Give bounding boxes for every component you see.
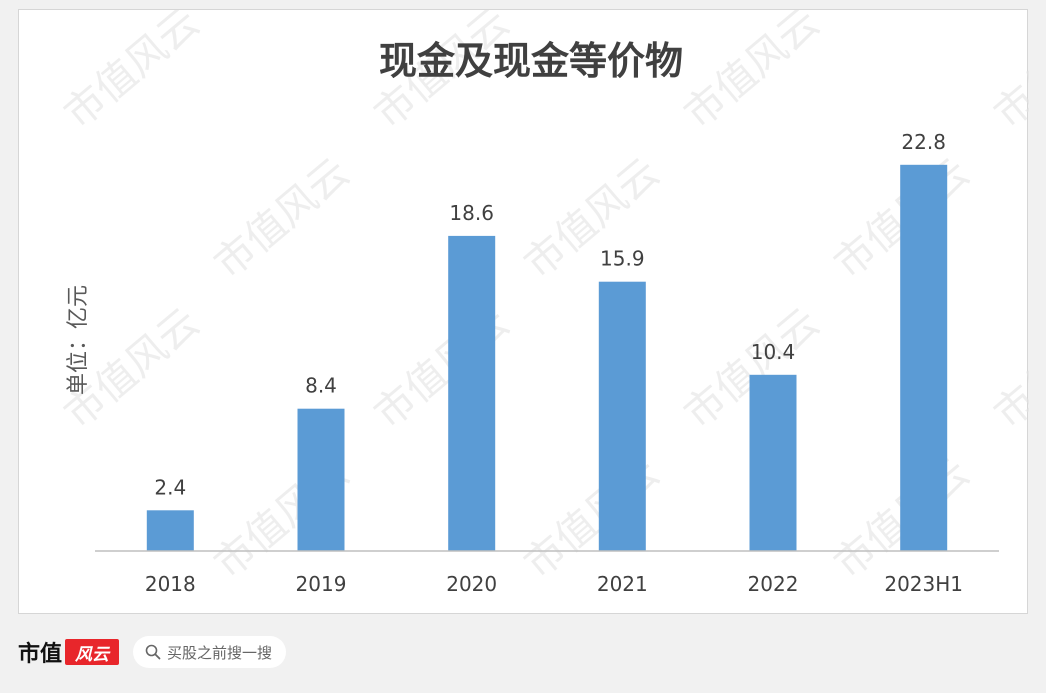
data-label-2018: 2.4 (154, 475, 186, 499)
data-label-2019: 8.4 (305, 374, 337, 398)
watermark-text: 市值风云 (206, 150, 358, 288)
bar-2020 (448, 235, 496, 551)
x-tick-2018: 2018 (145, 572, 196, 596)
watermark-text: 市值风云 (516, 150, 668, 288)
bar-2023H1 (900, 164, 948, 552)
x-tick-2022: 2022 (748, 572, 799, 596)
search-text: 买股之前搜一搜 (167, 643, 273, 662)
watermark-text: 市值风云 (676, 10, 828, 138)
y-axis-label: 单位：亿元 (66, 285, 91, 395)
search-icon (145, 644, 161, 660)
x-tick-2019: 2019 (296, 572, 347, 596)
bar-2022 (749, 374, 797, 551)
watermark-text: 市值风云 (986, 10, 1029, 138)
bar-2019 (297, 408, 345, 551)
chart-title: 现金及现金等价物 (379, 39, 683, 83)
data-label-2021: 15.9 (600, 247, 645, 271)
data-label-2020: 18.6 (449, 201, 494, 225)
data-label-2023H1: 22.8 (901, 130, 946, 154)
brand-logo-text: 市值 (18, 641, 63, 667)
data-label-2022: 10.4 (751, 340, 796, 364)
watermark-text: 市值风云 (56, 10, 208, 138)
bar-2021 (598, 281, 646, 551)
bar-2018 (146, 510, 194, 551)
bars-layer: 2.4 2018 8.4 2019 18.6 2020 15.9 2021 10.4 2022 22… (145, 130, 963, 596)
search-box[interactable]: 买股之前搜一搜 (133, 636, 287, 668)
watermark-text: 市值风云 (986, 300, 1029, 438)
x-tick-2021: 2021 (597, 572, 648, 596)
chart-card: 市值风云 市值风云 市值风云 市值风云 市值风云 市值风云 市值风云 市值风云 市值风云 市值风云… (18, 9, 1029, 614)
x-tick-2020: 2020 (446, 572, 497, 596)
footer: 市值 风云 买股之前搜一搜 (18, 632, 287, 672)
brand-logo-badge: 风云 (65, 639, 120, 665)
x-tick-2023H1: 2023H1 (884, 572, 963, 596)
